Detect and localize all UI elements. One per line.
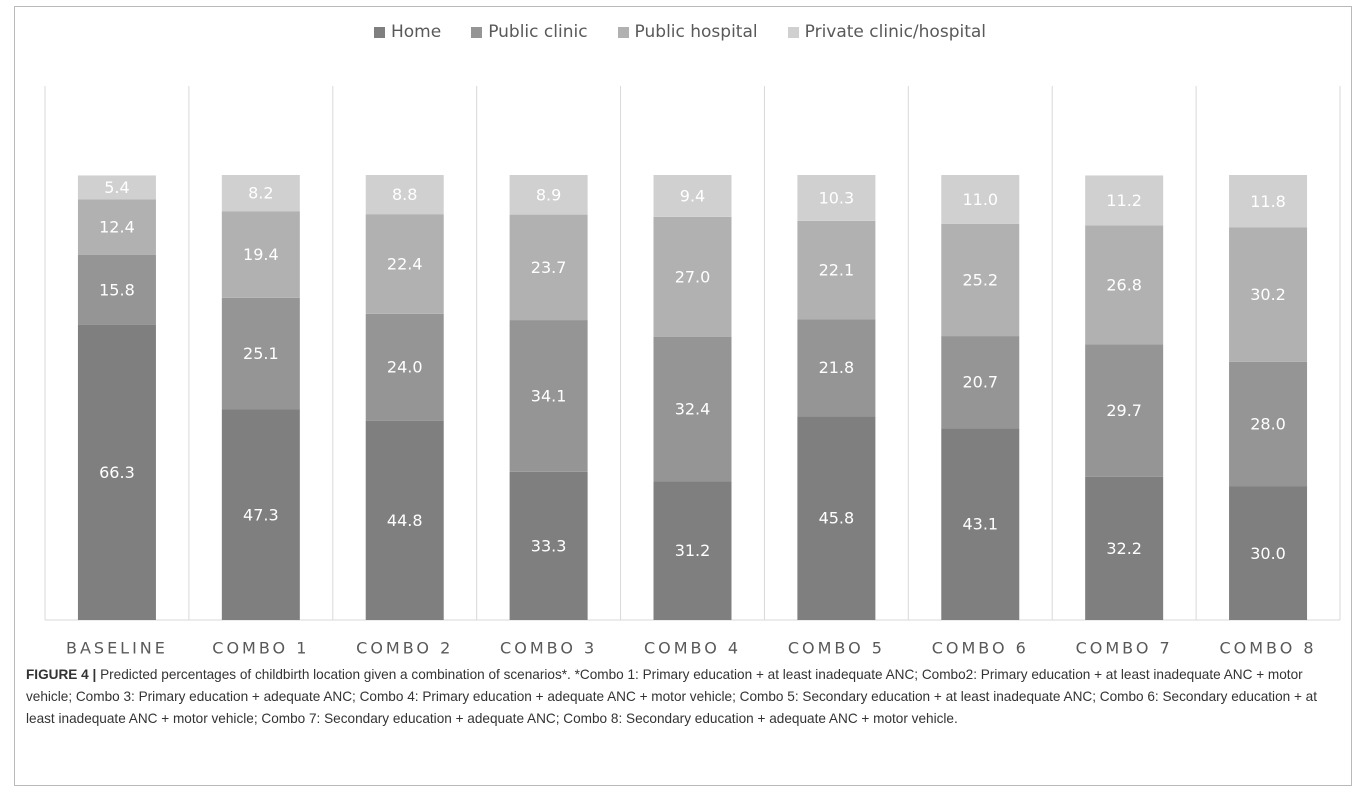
category-label: COMBO 6 bbox=[932, 639, 1029, 658]
data-label: 9.4 bbox=[680, 186, 705, 205]
legend-label: Public clinic bbox=[488, 22, 588, 42]
data-label: 26.8 bbox=[1106, 275, 1142, 294]
bar-segment bbox=[365, 175, 444, 215]
data-label: 12.4 bbox=[99, 218, 135, 237]
data-label: 8.9 bbox=[536, 185, 561, 204]
stacked-bar-chart: 66.3 15.8 12.4 5.4 BASELINE 47.3 25.1 19.4 8.2 CO… bbox=[44, 86, 1341, 658]
caption-label: FIGURE 4 | bbox=[26, 667, 97, 682]
figure-caption: FIGURE 4 | Predicted percentages of chil… bbox=[26, 664, 1338, 730]
data-label: 11.2 bbox=[1106, 191, 1142, 210]
bar-segment bbox=[77, 324, 156, 620]
data-label: 43.1 bbox=[962, 515, 998, 534]
data-label: 23.7 bbox=[531, 258, 567, 277]
data-label: 33.3 bbox=[531, 536, 567, 555]
bar-segment bbox=[941, 223, 1020, 337]
caption-text: Predicted percentages of childbirth loca… bbox=[26, 667, 1318, 726]
legend-item: Public hospital bbox=[617, 22, 758, 42]
bar-segment bbox=[941, 175, 1020, 224]
legend-item: Public clinic bbox=[471, 22, 588, 42]
bar-segment bbox=[221, 297, 300, 410]
data-label: 22.1 bbox=[819, 261, 855, 280]
category-label: BASELINE bbox=[66, 639, 168, 658]
category-label: COMBO 8 bbox=[1219, 639, 1316, 658]
data-label: 66.3 bbox=[99, 463, 135, 482]
category-label: COMBO 7 bbox=[1076, 639, 1173, 658]
bar-segment bbox=[653, 336, 732, 482]
bar-segment bbox=[1229, 227, 1308, 362]
bar-segment bbox=[221, 175, 300, 212]
bar-segment bbox=[365, 420, 444, 620]
bar-segment bbox=[797, 220, 876, 320]
data-label: 29.7 bbox=[1106, 401, 1142, 420]
data-label: 28.0 bbox=[1250, 415, 1286, 434]
data-label: 8.8 bbox=[392, 185, 417, 204]
data-label: 5.4 bbox=[104, 178, 129, 197]
data-label: 34.1 bbox=[531, 386, 567, 405]
bar-segment bbox=[653, 175, 732, 217]
bar-segment bbox=[509, 471, 588, 620]
data-label: 25.2 bbox=[962, 271, 998, 290]
chart-legend: Home Public clinic Public hospital Private … bbox=[0, 22, 1360, 42]
bar-segment bbox=[797, 416, 876, 620]
data-label: 32.4 bbox=[675, 400, 711, 419]
bar-segment bbox=[1229, 361, 1308, 487]
bar-segment bbox=[1229, 175, 1308, 228]
legend-label: Home bbox=[390, 22, 442, 42]
bar-segment bbox=[509, 214, 588, 321]
data-label: 8.2 bbox=[248, 184, 273, 203]
bar-segment bbox=[77, 254, 156, 325]
category-label: COMBO 4 bbox=[644, 639, 741, 658]
data-label: 11.0 bbox=[962, 190, 998, 209]
data-label: 11.8 bbox=[1250, 192, 1286, 211]
bar-segment bbox=[797, 319, 876, 417]
bar-segment bbox=[221, 211, 300, 298]
data-label: 45.8 bbox=[819, 509, 855, 528]
data-label: 32.2 bbox=[1106, 539, 1142, 558]
bar-segment bbox=[1085, 225, 1164, 345]
bar-segment bbox=[1229, 486, 1308, 620]
data-label: 30.2 bbox=[1250, 285, 1286, 304]
bar-segment bbox=[941, 336, 1020, 429]
bar-segment bbox=[653, 481, 732, 620]
legend-swatch bbox=[373, 26, 385, 38]
bar-segment bbox=[653, 216, 732, 337]
bar-segment bbox=[509, 175, 588, 215]
legend-swatch bbox=[471, 26, 483, 38]
legend-item: Home bbox=[373, 22, 442, 42]
legend-label: Public hospital bbox=[634, 22, 758, 42]
category-label: COMBO 1 bbox=[212, 639, 309, 658]
legend-item: Private clinic/hospital bbox=[787, 22, 987, 42]
category-label: COMBO 5 bbox=[788, 639, 885, 658]
bar-segment bbox=[1085, 344, 1164, 477]
bar-segment bbox=[509, 320, 588, 472]
data-label: 44.8 bbox=[387, 511, 423, 530]
data-label: 21.8 bbox=[819, 358, 855, 377]
legend-label: Private clinic/hospital bbox=[804, 22, 987, 42]
bar-segment bbox=[77, 199, 156, 255]
data-label: 10.3 bbox=[819, 188, 855, 207]
data-label: 27.0 bbox=[675, 267, 711, 286]
data-label: 25.1 bbox=[243, 344, 279, 363]
data-label: 19.4 bbox=[243, 245, 279, 264]
data-label: 24.0 bbox=[387, 358, 423, 377]
bar-segment bbox=[365, 214, 444, 314]
data-label: 22.4 bbox=[387, 255, 423, 274]
bar-segment bbox=[77, 175, 156, 200]
data-label: 15.8 bbox=[99, 280, 135, 299]
data-label: 30.0 bbox=[1250, 544, 1286, 563]
bar-segment bbox=[941, 428, 1020, 620]
category-label: COMBO 2 bbox=[356, 639, 453, 658]
category-label: COMBO 3 bbox=[500, 639, 597, 658]
data-label: 47.3 bbox=[243, 505, 279, 524]
bar-segment bbox=[365, 313, 444, 421]
bar-segment bbox=[221, 409, 300, 620]
bar-segment bbox=[797, 175, 876, 221]
legend-swatch bbox=[617, 26, 629, 38]
data-label: 31.2 bbox=[675, 541, 711, 560]
bar-segment bbox=[1085, 476, 1164, 620]
data-label: 20.7 bbox=[962, 373, 998, 392]
bar-segment bbox=[1085, 175, 1164, 226]
legend-swatch bbox=[787, 26, 799, 38]
